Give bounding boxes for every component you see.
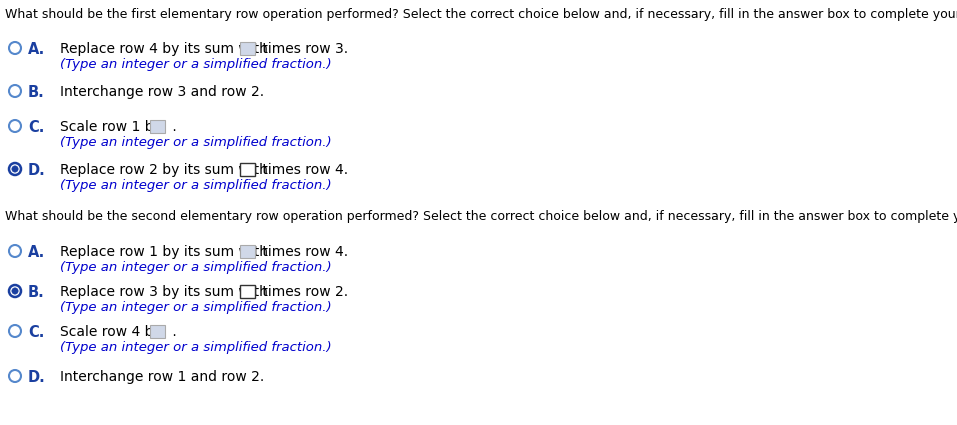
FancyBboxPatch shape <box>240 162 255 176</box>
Text: A.: A. <box>28 245 45 260</box>
Text: What should be the second elementary row operation performed? Select the correct: What should be the second elementary row… <box>5 210 957 223</box>
Text: .: . <box>168 325 177 339</box>
Text: Replace row 2 by its sum with: Replace row 2 by its sum with <box>60 163 272 177</box>
Circle shape <box>11 166 18 172</box>
Text: Scale row 1 by: Scale row 1 by <box>60 120 167 134</box>
Text: Scale row 4 by: Scale row 4 by <box>60 325 167 339</box>
Text: times row 3.: times row 3. <box>258 42 348 56</box>
FancyBboxPatch shape <box>240 244 255 258</box>
FancyBboxPatch shape <box>150 119 165 133</box>
Text: Replace row 4 by its sum with: Replace row 4 by its sum with <box>60 42 272 56</box>
Text: Replace row 3 by its sum with: Replace row 3 by its sum with <box>60 285 272 299</box>
Text: (Type an integer or a simplified fraction.): (Type an integer or a simplified fractio… <box>60 261 332 274</box>
Text: times row 4.: times row 4. <box>258 163 348 177</box>
FancyBboxPatch shape <box>240 284 255 297</box>
Text: B.: B. <box>28 85 45 100</box>
Text: (Type an integer or a simplified fraction.): (Type an integer or a simplified fractio… <box>60 301 332 314</box>
Text: A.: A. <box>28 42 45 57</box>
Text: (Type an integer or a simplified fraction.): (Type an integer or a simplified fractio… <box>60 341 332 354</box>
Text: .: . <box>168 120 177 134</box>
Text: Interchange row 1 and row 2.: Interchange row 1 and row 2. <box>60 370 264 384</box>
FancyBboxPatch shape <box>150 325 165 337</box>
Text: times row 4.: times row 4. <box>258 245 348 259</box>
Text: Replace row 1 by its sum with: Replace row 1 by its sum with <box>60 245 273 259</box>
Text: (Type an integer or a simplified fraction.): (Type an integer or a simplified fractio… <box>60 136 332 149</box>
Text: D.: D. <box>28 163 46 178</box>
Text: C.: C. <box>28 120 44 135</box>
Text: times row 2.: times row 2. <box>258 285 348 299</box>
Text: Interchange row 3 and row 2.: Interchange row 3 and row 2. <box>60 85 264 99</box>
Text: (Type an integer or a simplified fraction.): (Type an integer or a simplified fractio… <box>60 179 332 192</box>
Text: C.: C. <box>28 325 44 340</box>
Text: What should be the first elementary row operation performed? Select the correct : What should be the first elementary row … <box>5 8 957 21</box>
Circle shape <box>11 288 18 294</box>
Text: (Type an integer or a simplified fraction.): (Type an integer or a simplified fractio… <box>60 58 332 71</box>
Text: B.: B. <box>28 285 45 300</box>
Text: D.: D. <box>28 370 46 385</box>
FancyBboxPatch shape <box>240 42 255 54</box>
